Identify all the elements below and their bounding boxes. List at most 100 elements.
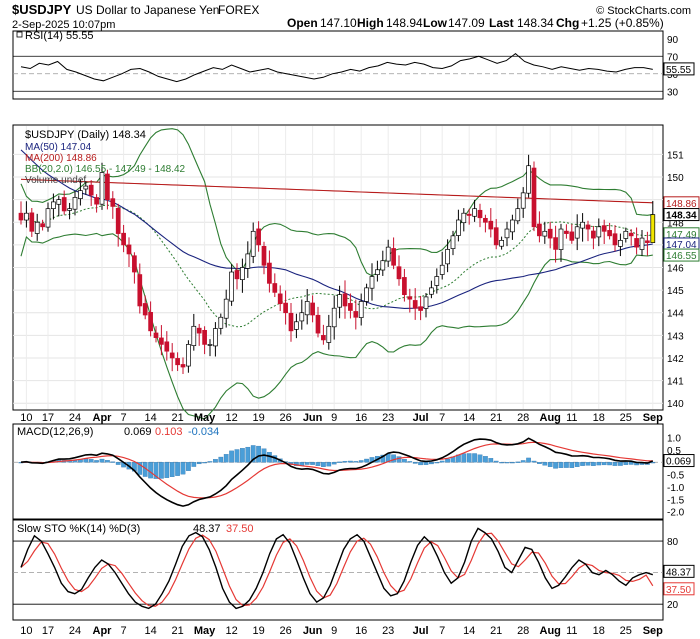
copyright-label: © StockCharts.com (596, 5, 691, 17)
candle-body (223, 298, 229, 319)
candle-body (402, 277, 407, 295)
candle-body (218, 316, 224, 329)
macd-histogram-bar (234, 449, 240, 463)
candle-body (202, 329, 207, 345)
x-axis-label-price: 11 (566, 412, 577, 424)
price-tick-label: 151 (667, 150, 684, 161)
rsi-value-text: 55.55 (666, 65, 691, 76)
candle-body (542, 230, 548, 237)
candle-body (342, 293, 348, 307)
x-axis-label-price: 7 (121, 412, 127, 424)
candle-body (29, 212, 35, 232)
stochastic-k-line (20, 527, 654, 610)
x-axis-label-bottom: May (194, 625, 216, 637)
ma50-legend: MA(50) 147.04 (25, 142, 92, 153)
low-label: Low (423, 16, 448, 30)
stochastic-value-label: 48.37 (663, 564, 695, 578)
candle-body (207, 344, 213, 346)
candle-body (105, 173, 110, 200)
bollinger-middle-band (20, 204, 653, 328)
x-axis-label-bottom: 19 (252, 625, 264, 637)
candle-body (304, 301, 310, 316)
macd-histogram-bar (175, 462, 180, 476)
macd-histogram-bar (526, 457, 531, 463)
candle-body (558, 228, 564, 250)
price-axis-label-text: 148.34 (666, 211, 697, 222)
macd-histogram-bar (434, 462, 440, 464)
candle-body (94, 197, 99, 205)
candle-body (520, 192, 526, 209)
candle-body (229, 271, 234, 302)
price-axis-label-text: 146.55 (666, 251, 697, 262)
stochastic-legend: Slow STO %K(14) %D(3) 48.37 37.50 (17, 523, 254, 535)
candle-body (191, 325, 197, 346)
candle-body (585, 224, 591, 230)
macd-histogram-bar (504, 462, 510, 464)
macd-histogram-bar (310, 462, 315, 465)
candle-body (434, 276, 440, 286)
macd-histogram-bar (153, 462, 159, 479)
candle-body (645, 240, 650, 243)
x-axis-label-bottom: 12 (225, 625, 237, 637)
candle-body (348, 303, 353, 311)
x-axis-label-bottom: 10 (20, 625, 32, 637)
macd-histogram-bar (159, 462, 164, 479)
macd-histogram-bar (358, 460, 364, 463)
chg-label: Chg (556, 16, 579, 30)
macd-histogram-bar (396, 456, 402, 463)
candle-body (358, 301, 364, 318)
macd-histogram-bar (337, 461, 342, 463)
stochastic-legend-k: 48.37 (193, 523, 221, 535)
stochastic-value-box (663, 582, 695, 596)
macd-histogram-bar (321, 462, 326, 467)
candle-body (169, 352, 175, 359)
macd-histogram-bar (353, 461, 359, 463)
candle-body (547, 228, 553, 239)
x-axis-label-bottom: 7 (121, 625, 127, 637)
candle-body (256, 228, 261, 246)
macd-histogram-bar (412, 462, 418, 464)
candle-body (110, 198, 116, 207)
macd-histogram-bar (229, 450, 234, 463)
candle-body (159, 337, 164, 345)
macd-histogram-bar (618, 462, 623, 466)
price-axis-label-text: 147.04 (666, 240, 697, 251)
stochastic-legend-d: 37.50 (226, 523, 254, 535)
candle-body (88, 184, 94, 196)
candle-body (337, 294, 342, 308)
candle-body (412, 300, 418, 309)
x-axis-label-price: Jun (303, 412, 323, 424)
macd-histogram-bar (493, 460, 499, 463)
macd-histogram-bar (115, 462, 121, 465)
macd-histogram-bar (580, 462, 585, 466)
x-axis-label-price: 17 (42, 412, 54, 424)
candle-body (531, 167, 537, 228)
macd-tick-label: 1.0 (667, 434, 681, 445)
candle-body (596, 226, 602, 238)
macd-histogram-bar (472, 453, 477, 463)
rsi-legend-marker (16, 31, 23, 38)
macd-histogram-bar (601, 462, 607, 466)
price-tick-label: 142 (667, 354, 684, 365)
x-axis-label-bottom: Jun (303, 625, 323, 637)
macd-tick-label: -0.5 (667, 471, 685, 482)
x-axis-label-price: Aug (540, 412, 561, 424)
candle-body (504, 228, 510, 239)
price-axis-label-text: 148.86 (666, 199, 697, 210)
x-axis-label-bottom: 25 (620, 625, 632, 637)
macd-histogram-bar (499, 462, 504, 464)
candle-body (650, 214, 656, 243)
x-axis-label-bottom: 21 (171, 625, 183, 637)
x-axis-label-bottom: 11 (566, 625, 577, 637)
candle-body (234, 270, 240, 280)
macd-legend: MACD(12,26,9) 0.069 0.103 -0.034 (17, 426, 219, 438)
price-tick-label: 145 (667, 286, 684, 297)
x-axis-label-bottom: 23 (382, 625, 394, 637)
x-axis-label-bottom: Jul (413, 625, 429, 637)
macd-histogram-bar (391, 454, 396, 463)
macd-histogram-bar (223, 454, 229, 463)
macd-histogram-bar (510, 462, 515, 464)
candle-body (164, 341, 170, 352)
candle-body (321, 335, 326, 341)
